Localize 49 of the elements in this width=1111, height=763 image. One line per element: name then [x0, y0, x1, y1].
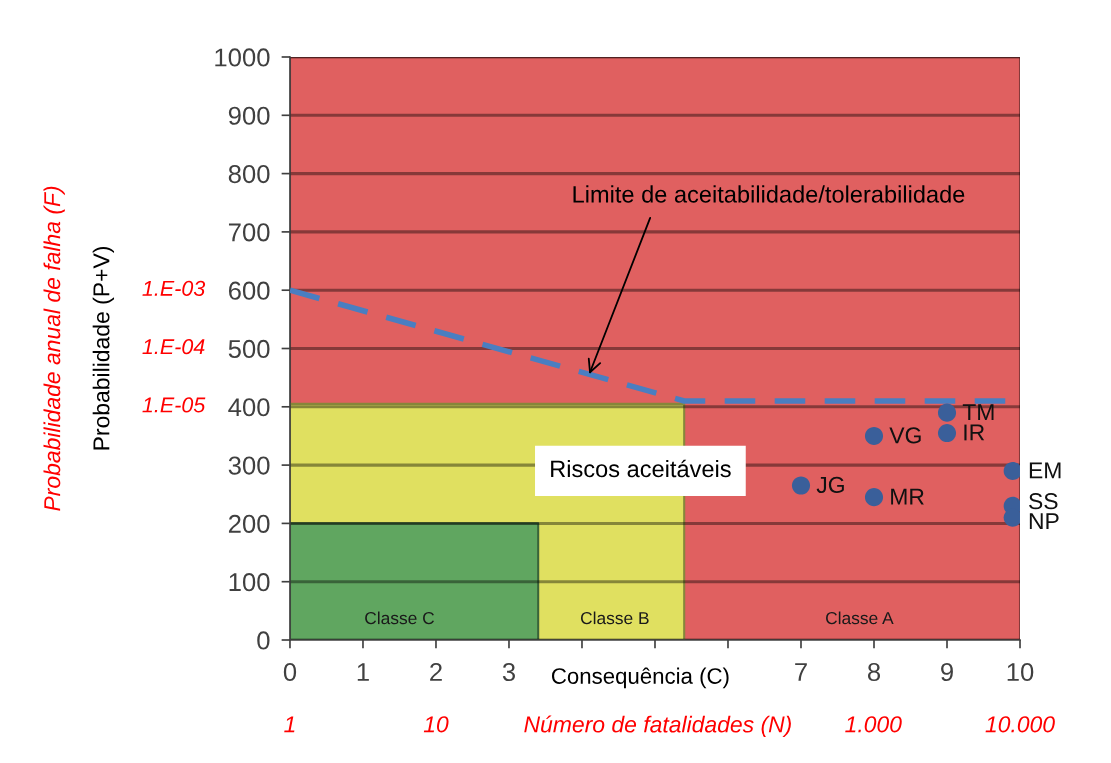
x-tick-label: 3 [502, 662, 515, 682]
point [864, 488, 884, 507]
text: 10.000 [985, 716, 1055, 733]
x-tick-label: 1 [357, 663, 369, 681]
point [1003, 461, 1021, 480]
point [937, 423, 957, 443]
x-axis-title: Consequência (C) [551, 667, 729, 689]
annotation: Classe A [826, 611, 894, 625]
annotation: VG [889, 427, 921, 444]
text: 1.E-05 [142, 397, 206, 413]
x-tick-label: 7 [795, 663, 807, 681]
annotation: MR [891, 488, 924, 505]
y-tick-label: 0 [257, 631, 270, 650]
annotation: JG [816, 476, 844, 494]
y-tick-label: 1000 [215, 48, 270, 67]
text: 1.E-03 [142, 280, 206, 296]
text: 1 [284, 716, 295, 733]
annotation: Limite de aceitabilidade/tolerabilidade [573, 185, 965, 203]
annotation: Classe C [365, 611, 435, 625]
text: 1.E-04 [142, 339, 205, 355]
x-tick-label: 8 [867, 662, 881, 682]
text: 1.000 [845, 716, 902, 733]
y-axis-title: Probabilidade (P+V) [92, 247, 115, 450]
annotation: NP [1029, 513, 1059, 530]
text: Número de fatalidades (N) [524, 715, 791, 738]
y-tick-label: 800 [228, 164, 270, 184]
y-tick-label: 600 [228, 281, 270, 300]
point [864, 426, 884, 446]
annotation: Riscos aceitáveis [551, 459, 731, 478]
y-tick-label: 100 [229, 573, 270, 592]
annotation: TM [962, 404, 994, 420]
y-tick-label: 300 [228, 456, 270, 475]
annotation: EM [1029, 462, 1061, 479]
text: Probabilidade anual de falha (F) [43, 186, 65, 511]
x-tick-label: 9 [941, 662, 953, 682]
text: 10 [423, 716, 449, 733]
x-tick-label: 2 [430, 662, 442, 681]
y-tick-label: 200 [228, 514, 270, 533]
y-tick-label: 900 [228, 106, 270, 125]
y-tick-label: 500 [228, 339, 270, 359]
x-tick-label: 10 [1007, 662, 1034, 682]
y-tick-label: 400 [228, 398, 270, 417]
annotation: SS [1029, 493, 1058, 510]
annotation: IR [964, 424, 985, 441]
y-tick-label: 700 [228, 223, 270, 242]
point [937, 403, 957, 422]
annotation: Classe B [580, 611, 649, 625]
point [791, 476, 811, 495]
x-tick-label: 0 [283, 662, 297, 682]
